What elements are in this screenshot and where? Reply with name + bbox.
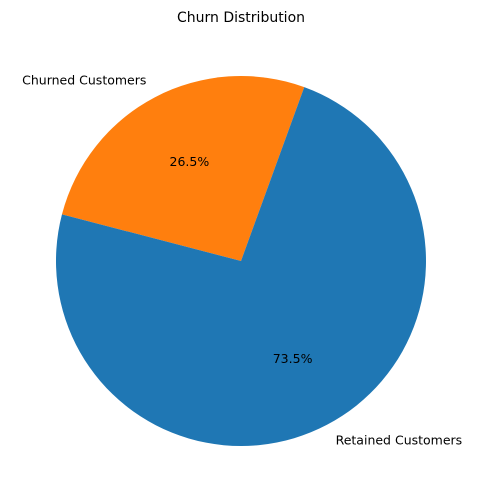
- pie-slices: [56, 76, 426, 446]
- slice-label: Retained Customers: [336, 433, 463, 448]
- percent-label: 26.5%: [170, 154, 210, 169]
- percent-label: 73.5%: [273, 351, 313, 366]
- chart-title: Churn Distribution: [177, 10, 305, 26]
- slice-label: Churned Customers: [22, 72, 146, 87]
